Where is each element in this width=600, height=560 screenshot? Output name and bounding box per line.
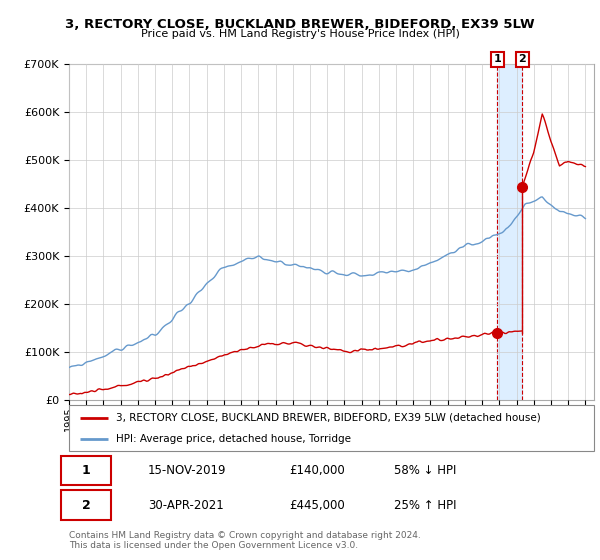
FancyBboxPatch shape — [61, 456, 111, 485]
Text: HPI: Average price, detached house, Torridge: HPI: Average price, detached house, Torr… — [116, 435, 351, 444]
Text: 30-APR-2021: 30-APR-2021 — [148, 498, 223, 512]
Text: 1: 1 — [82, 464, 91, 477]
Text: £140,000: £140,000 — [290, 464, 345, 477]
Text: 1: 1 — [493, 54, 501, 64]
FancyBboxPatch shape — [61, 491, 111, 520]
Text: £445,000: £445,000 — [290, 498, 345, 512]
Text: 3, RECTORY CLOSE, BUCKLAND BREWER, BIDEFORD, EX39 5LW: 3, RECTORY CLOSE, BUCKLAND BREWER, BIDEF… — [65, 18, 535, 31]
Text: Contains HM Land Registry data © Crown copyright and database right 2024.
This d: Contains HM Land Registry data © Crown c… — [69, 531, 421, 550]
Text: 3, RECTORY CLOSE, BUCKLAND BREWER, BIDEFORD, EX39 5LW (detached house): 3, RECTORY CLOSE, BUCKLAND BREWER, BIDEF… — [116, 413, 541, 423]
Bar — [497, 64, 522, 400]
Text: 2: 2 — [82, 498, 91, 512]
Text: 2: 2 — [518, 54, 526, 64]
Text: Price paid vs. HM Land Registry's House Price Index (HPI): Price paid vs. HM Land Registry's House … — [140, 29, 460, 39]
Text: 58% ↓ HPI: 58% ↓ HPI — [395, 464, 457, 477]
Text: 25% ↑ HPI: 25% ↑ HPI — [395, 498, 457, 512]
Text: 15-NOV-2019: 15-NOV-2019 — [148, 464, 226, 477]
